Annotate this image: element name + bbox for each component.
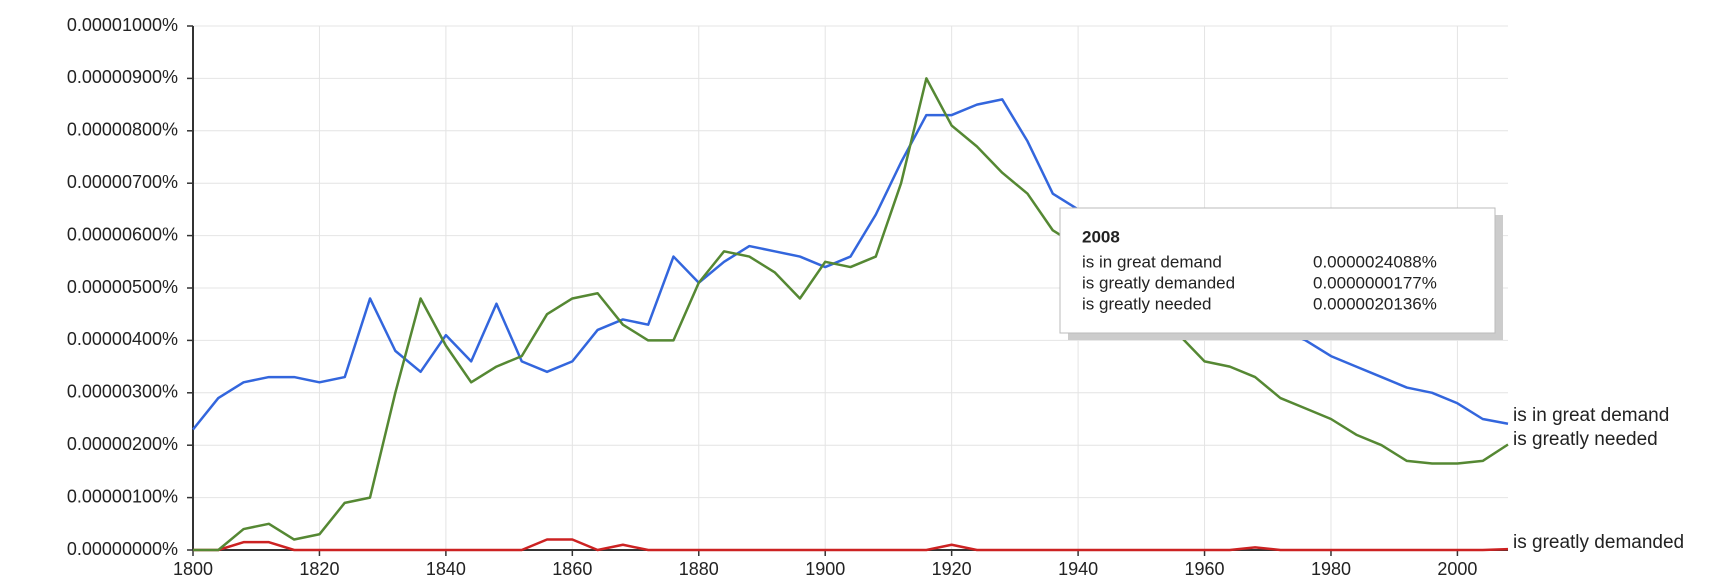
y-tick-label: 0.00000400% [67, 329, 178, 349]
tooltip-value: 0.0000000177% [1313, 273, 1437, 292]
x-tick-label: 2000 [1437, 559, 1477, 579]
x-tick-label: 1840 [426, 559, 466, 579]
tooltip-name: is greatly demanded [1082, 273, 1235, 292]
x-tick-label: 1900 [805, 559, 845, 579]
tooltip: 2008 is in great demand 0.0000024088% is gr… [1059, 207, 1503, 340]
y-tick-label: 0.00000900% [67, 67, 178, 87]
tooltip-value: 0.0000020136% [1313, 294, 1437, 313]
x-tick-label: 1920 [932, 559, 972, 579]
tooltip-box [1059, 207, 1496, 334]
x-tick-label: 1960 [1185, 559, 1225, 579]
tooltip-name: is greatly needed [1082, 294, 1211, 313]
series-end-label: is in great demand [1513, 405, 1669, 426]
x-tick-label: 1940 [1058, 559, 1098, 579]
series-end-label: is greatly needed [1513, 429, 1658, 450]
y-tick-label: 0.00000300% [67, 382, 178, 402]
y-tick-label: 0.00000700% [67, 172, 178, 192]
x-tick-label: 1800 [173, 559, 213, 579]
y-tick-label: 0.00000600% [67, 224, 178, 244]
y-tick-label: 0.00001000% [67, 15, 178, 35]
y-tick-label: 0.00000000% [67, 539, 178, 559]
series-line [193, 538, 1509, 552]
x-tick-label: 1820 [299, 559, 339, 579]
tooltip-name: is in great demand [1082, 252, 1222, 271]
x-tick-label: 1880 [679, 559, 719, 579]
x-tick-label: 1860 [552, 559, 592, 579]
x-tick-label: 1980 [1311, 559, 1351, 579]
y-tick-label: 0.00000800% [67, 120, 178, 140]
y-tick-label: 0.00000100% [67, 486, 178, 506]
series-end-label: is greatly demanded [1513, 532, 1684, 553]
y-tick-label: 0.00000500% [67, 277, 178, 297]
y-tick-label: 0.00000200% [67, 434, 178, 454]
series-line [193, 77, 1509, 552]
tooltip-value: 0.0000024088% [1313, 252, 1437, 271]
tooltip-title: 2008 [1082, 227, 1120, 246]
